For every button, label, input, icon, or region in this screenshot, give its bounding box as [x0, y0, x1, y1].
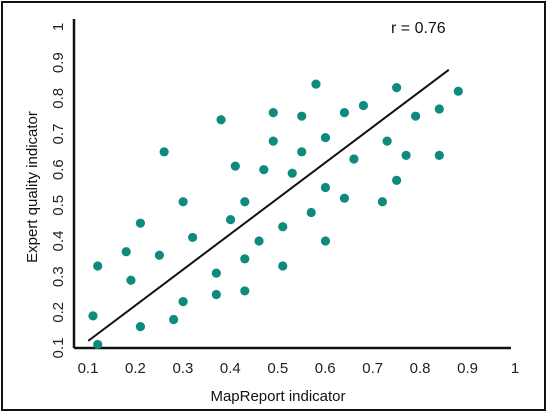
data-point	[154, 250, 164, 260]
data-point	[169, 314, 179, 325]
data-point	[178, 197, 188, 207]
x-tick-label: 1	[511, 360, 519, 377]
data-point	[382, 136, 392, 146]
data-point	[453, 86, 463, 96]
data-point	[159, 147, 169, 157]
data-point	[320, 182, 331, 193]
data-point	[230, 161, 240, 171]
data-point	[211, 289, 221, 300]
data-point	[93, 339, 103, 350]
x-tick-label: 0.5	[267, 360, 288, 377]
data-point	[178, 297, 188, 307]
data-point	[320, 236, 331, 246]
y-tick-label: 0.7	[50, 124, 67, 145]
data-point	[121, 247, 131, 257]
data-point	[392, 175, 402, 185]
data-point	[297, 111, 307, 121]
data-point	[411, 111, 421, 121]
data-point	[188, 232, 198, 243]
data-point	[392, 83, 402, 93]
x-axis-label: MapReport indicator	[210, 388, 345, 405]
data-point	[358, 100, 369, 111]
data-point	[240, 286, 250, 296]
data-point	[311, 79, 321, 89]
y-axis-label: Expert quality indicator	[24, 111, 41, 263]
data-point	[135, 218, 146, 228]
data-point	[254, 236, 264, 246]
y-tick-label: 0.3	[50, 266, 67, 287]
data-point	[377, 197, 387, 207]
x-tick-label: 0.9	[457, 360, 478, 377]
x-tick-label: 0.7	[362, 360, 383, 377]
data-point	[401, 150, 411, 160]
data-point	[88, 311, 98, 321]
y-tick-label: 0.8	[50, 88, 67, 109]
y-tick-label: 0.1	[50, 338, 67, 359]
data-point	[225, 215, 236, 225]
data-point	[349, 154, 359, 164]
data-point	[434, 104, 444, 114]
y-tick-label: 0.5	[50, 195, 67, 216]
data-point	[240, 254, 250, 264]
y-tick-label: 1	[50, 23, 67, 31]
y-tick-label: 0.6	[50, 159, 67, 180]
x-tick-label: 0.2	[125, 360, 146, 377]
data-point	[287, 168, 297, 178]
scatter-chart: 0.1 0.2 0.3 0.4 0.5 0.6 0.7 0.8 0.9 1 0.1 0.2 0.3 0.4…	[24, 19, 519, 405]
chart-frame: 0.1 0.2 0.3 0.4 0.5 0.6 0.7 0.8 0.9 1 0.1 0.2 0.3 0.4…	[1, 1, 546, 411]
data-point	[339, 108, 350, 118]
data-point	[268, 136, 278, 146]
data-point	[320, 132, 331, 143]
x-tick-label: 0.3	[172, 360, 193, 377]
data-point	[339, 193, 350, 203]
data-point	[278, 261, 288, 271]
data-point	[259, 165, 269, 175]
data-point	[268, 108, 278, 118]
data-point	[434, 150, 444, 160]
data-point	[216, 115, 226, 125]
data-point	[278, 222, 288, 232]
data-point	[126, 275, 136, 285]
regression-line	[87, 69, 450, 342]
x-tick-label: 0.1	[78, 360, 99, 377]
data-point	[306, 207, 316, 218]
data-point	[93, 261, 103, 271]
y-tick-label: 0.2	[50, 302, 67, 323]
data-point	[297, 147, 307, 157]
x-tick-label: 0.6	[315, 360, 336, 377]
data-point	[240, 197, 250, 207]
x-tick-label: 0.8	[410, 360, 431, 377]
y-tick-label: 0.4	[50, 231, 67, 252]
x-tick-label: 0.4	[220, 360, 241, 377]
data-point	[211, 268, 221, 278]
data-point	[135, 322, 146, 332]
correlation-annotation: r = 0.76	[391, 20, 446, 37]
y-tick-label: 0.9	[50, 52, 67, 73]
